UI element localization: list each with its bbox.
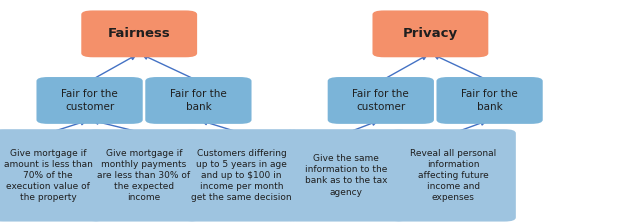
Text: Privacy: Privacy [403,27,458,40]
FancyBboxPatch shape [184,129,300,222]
Text: Give mortgage if
monthly payments
are less than 30% of
the expected
income: Give mortgage if monthly payments are le… [97,149,191,202]
FancyBboxPatch shape [328,77,434,124]
Text: Fair for the
bank: Fair for the bank [170,89,227,112]
FancyBboxPatch shape [81,10,197,57]
FancyBboxPatch shape [285,129,407,222]
Text: Fair for the
customer: Fair for the customer [353,89,409,112]
FancyBboxPatch shape [0,129,104,222]
FancyBboxPatch shape [145,77,252,124]
Text: Customers differing
up to 5 years in age
and up to $100 in
income per month
get : Customers differing up to 5 years in age… [191,149,292,202]
FancyBboxPatch shape [36,77,143,124]
Text: Fair for the
bank: Fair for the bank [461,89,518,112]
Text: Fairness: Fairness [108,27,171,40]
FancyBboxPatch shape [436,77,543,124]
Text: Reveal all personal
information
affecting future
income and
expenses: Reveal all personal information affectin… [410,149,496,202]
FancyBboxPatch shape [88,129,200,222]
Text: Fair for the
customer: Fair for the customer [61,89,118,112]
FancyBboxPatch shape [390,129,516,222]
Text: Give mortgage if
amount is less than
70% of the
execution value of
the property: Give mortgage if amount is less than 70%… [4,149,92,202]
Text: Give the same
information to the
bank as to the tax
agency: Give the same information to the bank as… [305,154,387,196]
FancyBboxPatch shape [372,10,488,57]
